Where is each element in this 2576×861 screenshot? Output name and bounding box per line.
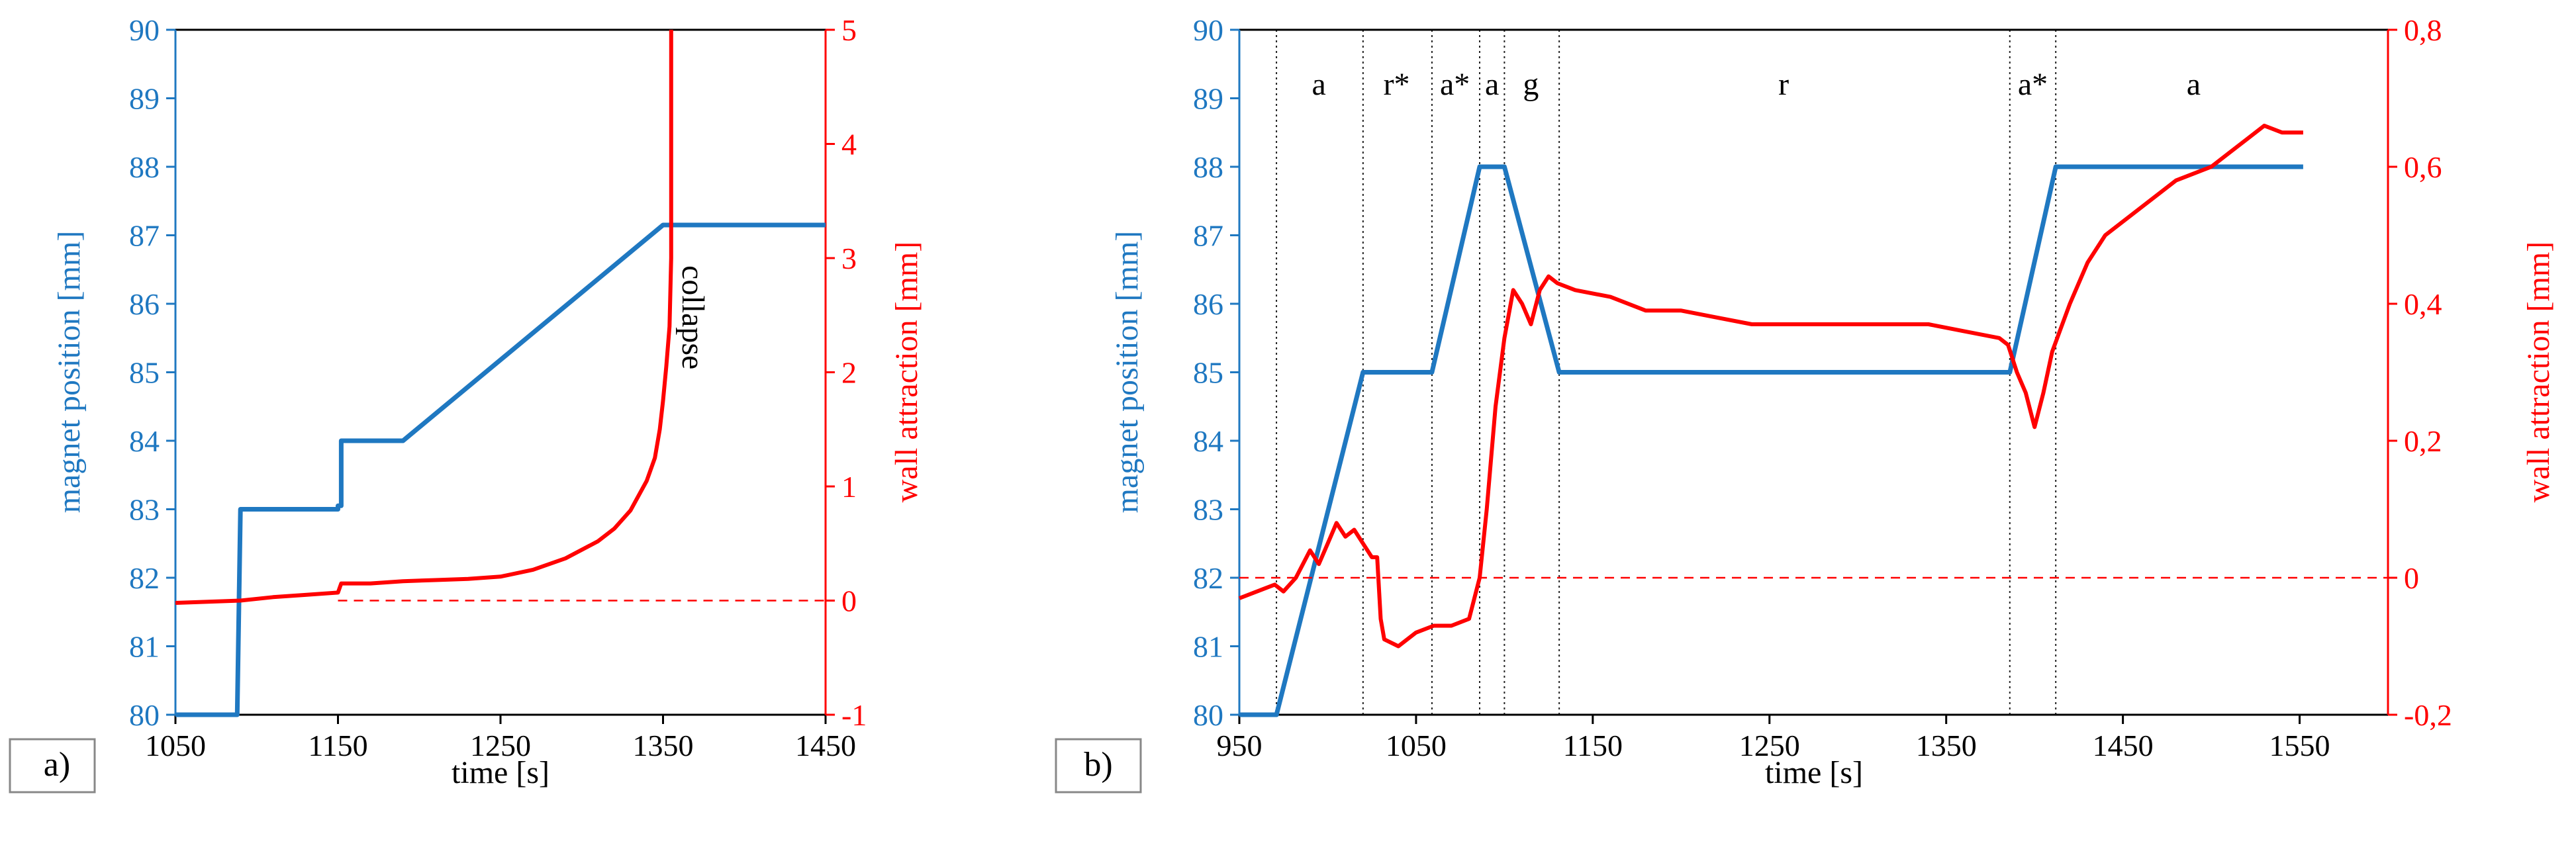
left-tick-label: 81	[1193, 630, 1223, 664]
x-tick-label: 1350	[633, 729, 694, 762]
left-tick-label: 86	[129, 287, 160, 321]
left-tick-label: 89	[129, 82, 160, 116]
wall-attraction-line	[175, 30, 673, 605]
left-axis-title: magnet position [mm]	[1110, 231, 1145, 514]
right-tick-label: 4	[841, 128, 857, 161]
x-tick-label: 1450	[795, 729, 856, 762]
phase-label: a	[1312, 67, 1325, 102]
right-tick-label: -0,2	[2404, 698, 2452, 732]
right-tick-label: 3	[841, 242, 857, 275]
left-tick-label: 87	[1193, 219, 1223, 253]
x-tick-label: 1050	[1386, 729, 1447, 762]
panel-label: b)	[1084, 746, 1112, 784]
left-tick-label: 84	[129, 424, 160, 458]
right-tick-label: 0,4	[2404, 287, 2442, 321]
left-tick-label: 83	[129, 493, 160, 527]
right-tick-label: 1	[841, 470, 857, 504]
left-tick-label: 85	[1193, 356, 1223, 390]
left-tick-label: 85	[129, 356, 160, 390]
left-tick-label: 80	[129, 698, 160, 732]
wall-attraction-line	[1238, 123, 2303, 649]
right-tick-label: 0	[2404, 561, 2419, 595]
left-tick-label: 84	[1193, 424, 1223, 458]
phase-label: g	[1523, 67, 1539, 102]
x-tick-label: 1350	[1916, 729, 1977, 762]
left-axis-title: magnet position [mm]	[52, 231, 87, 514]
left-tick-label: 82	[129, 561, 160, 595]
x-tick-label: 1150	[308, 729, 367, 762]
right-tick-label: 5	[841, 13, 857, 47]
left-tick-label: 88	[129, 150, 160, 184]
left-tick-label: 80	[1193, 698, 1223, 732]
panel-label: a)	[44, 746, 70, 784]
phase-label: a	[2187, 67, 2201, 102]
left-tick-label: 86	[1193, 287, 1223, 321]
right-tick-label: 2	[841, 356, 857, 390]
right-tick-label: -1	[841, 698, 867, 732]
phase-label: a*	[1440, 67, 1470, 102]
left-tick-label: 90	[1193, 13, 1223, 47]
chart-panel-a: 1050 1150 1250 1350 145080818283848586878889…	[9, 13, 924, 793]
right-axis-title: wall attraction [mm]	[2521, 242, 2556, 503]
left-tick-label: 87	[129, 219, 160, 253]
right-tick-label: 0,8	[2404, 13, 2442, 47]
panel-label-box	[9, 738, 96, 793]
left-tick-label: 90	[129, 13, 160, 47]
phase-label: r*	[1384, 67, 1410, 102]
x-tick-label: 1250	[470, 729, 531, 762]
x-tick-label: 1050	[145, 729, 206, 762]
left-tick-label: 81	[129, 630, 160, 664]
left-tick-label: 83	[1193, 493, 1223, 527]
phase-label: a*	[2018, 67, 2048, 102]
right-tick-label: 0,2	[2404, 424, 2442, 458]
phase-label: a	[1485, 67, 1499, 102]
magnet-position-line	[175, 222, 826, 717]
x-tick-label: 1550	[2269, 729, 2330, 762]
x-tick-label: 950	[1217, 729, 1263, 762]
left-tick-label: 89	[1193, 82, 1223, 116]
magnet-position-line	[1239, 164, 2303, 717]
phase-label: r	[1778, 67, 1789, 102]
x-tick-label: 1450	[2093, 729, 2154, 762]
x-tick-label: 1250	[1739, 729, 1800, 762]
left-tick-label: 82	[1193, 561, 1223, 595]
right-tick-label: 0	[841, 584, 857, 618]
collapse-annotation: collapse	[675, 265, 710, 369]
x-tick-label: 1150	[1563, 729, 1623, 762]
right-axis-title: wall attraction [mm]	[889, 242, 924, 503]
right-tick-label: 0,6	[2404, 150, 2442, 184]
x-axis-title: time [s]	[452, 755, 549, 790]
x-axis-title: time [s]	[1765, 755, 1863, 790]
chart-panel-b: 950 1050 1150 1250 1350 1450 1550 80 81 82 83 84 85 8…	[1055, 13, 2556, 793]
left-tick-label: 88	[1193, 150, 1223, 184]
panel-label-box	[1055, 738, 1142, 793]
